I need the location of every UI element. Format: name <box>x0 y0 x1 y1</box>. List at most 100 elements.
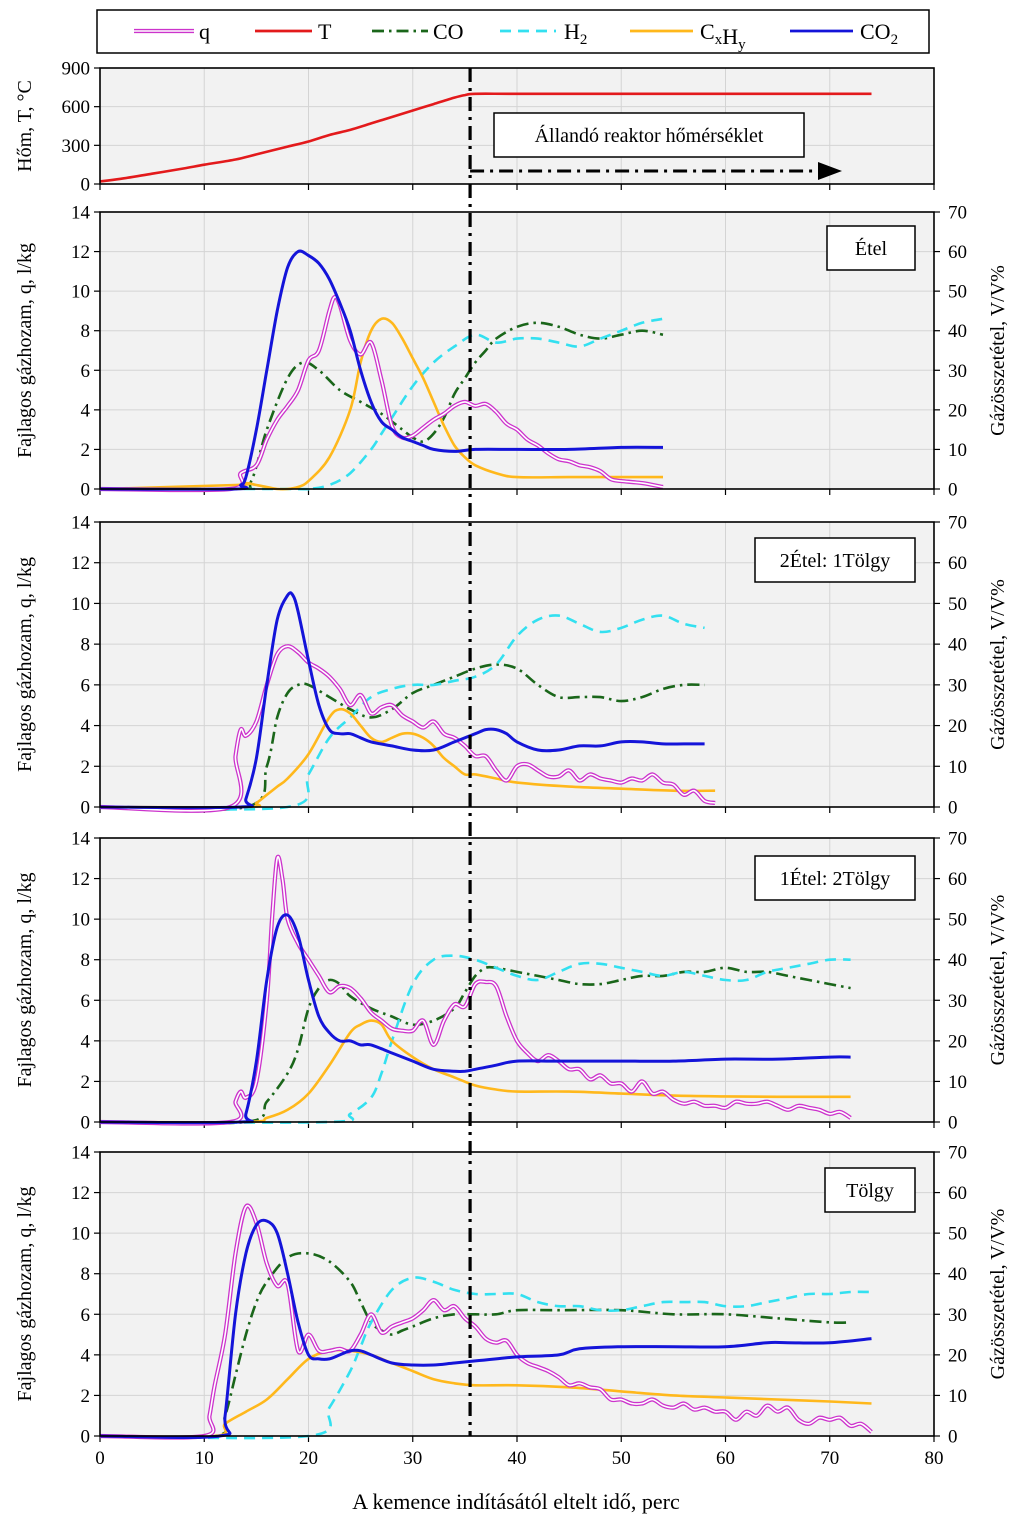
series-q <box>99 1203 873 1440</box>
legend-item-h2: H2 <box>500 19 587 48</box>
series-line-co <box>99 321 664 491</box>
y-tick-label: 2 <box>81 1386 91 1407</box>
y-right-tick-label: 10 <box>948 440 967 461</box>
series-h2 <box>99 954 851 1124</box>
series-co2 <box>99 591 705 810</box>
series-line-t <box>99 92 872 183</box>
panel-5: 0 2 4 6 8 10 12 14 0 10 20 30 40 50 60 70 0 10 20 30 40 50 60 7… <box>14 1143 1009 1470</box>
panel-2: 0 2 4 6 8 10 12 14 0 10 20 30 40 50 60 70 Fajlagos gázho… <box>14 203 1009 501</box>
y-right-tick-label: 50 <box>948 282 967 303</box>
y-axis-right-label: Gázösszetétel, V/V% <box>987 265 1009 436</box>
series-cxhy <box>99 1019 851 1124</box>
y-right-tick-label: 30 <box>948 1305 967 1326</box>
y-axis-label: Hőm, T, °C <box>14 80 36 172</box>
legend-label: CxHy <box>700 19 746 53</box>
series-line-co2 <box>99 249 664 491</box>
legend-item-co2: CO2 <box>790 19 898 48</box>
y-axis-label: Fajlagos gázhozam, q, l/kg <box>14 557 36 772</box>
panel-label-box: Tölgy <box>824 1167 916 1213</box>
series-q <box>99 644 716 813</box>
panel-label: Tölgy <box>846 1180 894 1202</box>
legend-label: CO2 <box>860 19 898 48</box>
x-tick-label: 40 <box>508 1448 527 1469</box>
legend-label: q <box>199 19 210 44</box>
series-co <box>99 1251 851 1439</box>
y-right-tick-label: 70 <box>948 829 967 850</box>
y-tick-label: 8 <box>81 1264 91 1285</box>
legend-item-cxhy: CxHy <box>630 19 746 53</box>
panel-label: Étel <box>855 237 888 260</box>
plot-border <box>99 1151 935 1437</box>
annotation-text: Állandó reaktor hőmérséklet <box>535 124 764 147</box>
series-h2 <box>99 1276 872 1440</box>
legend-label: T <box>318 19 332 44</box>
panel-label-box: Étel <box>826 225 916 271</box>
y-tick-label: 4 <box>81 1345 91 1366</box>
y-right-tick-label: 20 <box>948 1345 967 1366</box>
y-right-tick-label: 30 <box>948 675 967 696</box>
legend-item-q: q <box>134 19 210 44</box>
panel-4: 0 2 4 6 8 10 12 14 0 10 20 30 40 50 60 70 Fajlagos gázho… <box>14 829 1009 1134</box>
series-cxhy <box>99 317 663 491</box>
y-tick-label: 8 <box>81 321 91 342</box>
y-tick-label: 12 <box>71 553 90 574</box>
y-tick-label: 4 <box>81 1031 91 1052</box>
y-right-tick-label: 60 <box>948 553 967 574</box>
legend-item-t: T <box>255 19 332 44</box>
y-tick-label: 10 <box>71 594 90 615</box>
y-right-tick-label: 40 <box>948 950 967 971</box>
y-right-tick-label: 20 <box>948 1031 967 1052</box>
y-right-tick-label: 70 <box>948 203 967 224</box>
panel-label-box: 1Étel: 2Tölgy <box>754 855 916 901</box>
y-tick-label: 300 <box>62 136 91 157</box>
y-right-tick-label: 0 <box>948 1113 958 1134</box>
y-right-tick-label: 70 <box>948 513 967 534</box>
series-h2 <box>99 614 705 811</box>
y-tick-label: 6 <box>81 361 91 382</box>
series-line-h2 <box>100 317 664 491</box>
legend: q T CO H2 CxHy CO2 <box>96 9 930 54</box>
y-right-tick-label: 0 <box>948 798 958 819</box>
y-right-tick-label: 40 <box>948 321 967 342</box>
y-right-tick-label: 0 <box>948 1427 958 1448</box>
y-tick-label: 6 <box>81 991 91 1012</box>
series-line-cxhy <box>99 1019 851 1124</box>
panel-label-box: 2Étel: 1Tölgy <box>754 537 916 583</box>
y-tick-label: 2 <box>81 440 91 461</box>
series-line-q-inner <box>99 1204 873 1439</box>
y-axis-right-label: Gázösszetétel, V/V% <box>987 1209 1009 1380</box>
y-tick-label: 4 <box>81 400 91 421</box>
series-line-co2 <box>99 913 851 1125</box>
y-right-tick-label: 40 <box>948 635 967 656</box>
y-right-tick-label: 70 <box>948 1143 967 1164</box>
y-tick-label: 14 <box>71 1143 91 1164</box>
series-line-co2 <box>99 591 705 810</box>
y-tick-label: 0 <box>81 798 91 819</box>
panel-3: 0 2 4 6 8 10 12 14 0 10 20 30 40 50 60 70 Fajlagos gázho… <box>14 513 1009 819</box>
y-tick-label: 8 <box>81 635 91 656</box>
y-tick-label: 4 <box>81 716 91 737</box>
series-q <box>99 294 664 493</box>
y-tick-label: 10 <box>71 1224 90 1245</box>
series-line-cxhy <box>99 317 663 491</box>
y-tick-label: 14 <box>71 203 91 224</box>
y-axis-right-label: Gázösszetétel, V/V% <box>987 895 1009 1066</box>
y-tick-label: 14 <box>71 513 91 534</box>
y-tick-label: 0 <box>81 175 91 196</box>
y-right-tick-label: 20 <box>948 716 967 737</box>
series-line-co <box>99 1251 851 1439</box>
series-co2 <box>99 1218 872 1440</box>
series-line-q-inner <box>99 645 716 812</box>
gridlines <box>100 838 934 1122</box>
y-tick-label: 10 <box>71 282 90 303</box>
y-tick-label: 12 <box>71 242 90 263</box>
y-tick-label: 0 <box>81 1427 91 1448</box>
x-tick-label: 10 <box>195 1448 214 1469</box>
series-t <box>99 92 872 183</box>
series-line-q-inner <box>99 296 664 491</box>
series-line-q-inner <box>99 856 852 1125</box>
y-axis-label: Fajlagos gázhozam, q, l/kg <box>14 243 36 458</box>
panel-label-frame <box>826 225 916 271</box>
y-axis-label: Fajlagos gázhozam, q, l/kg <box>14 873 36 1088</box>
